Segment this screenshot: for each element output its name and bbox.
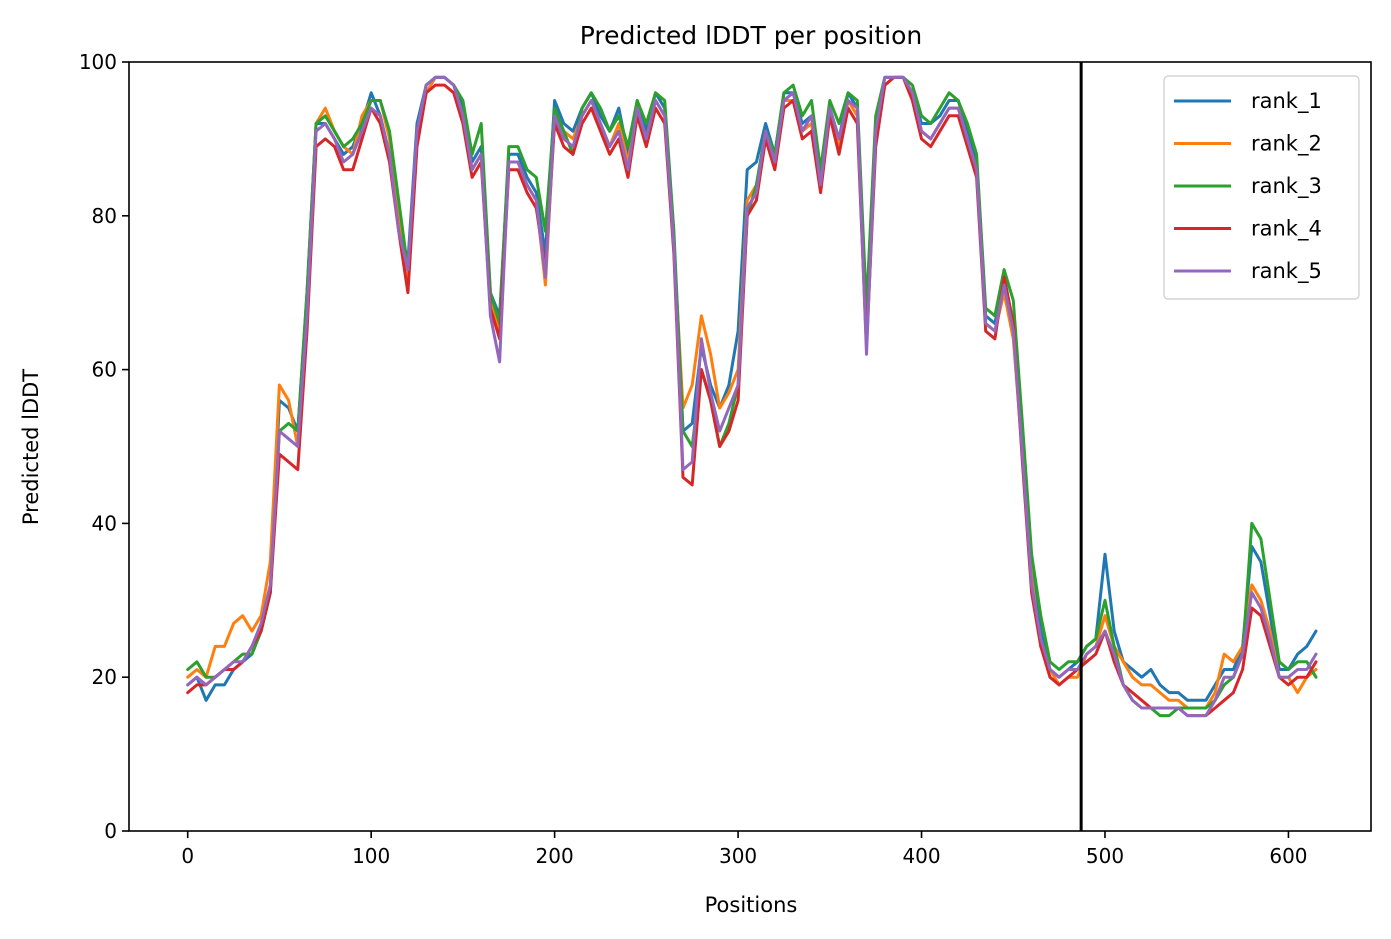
x-tick-label: 300	[719, 844, 757, 868]
y-tick-label: 0	[104, 819, 117, 843]
plot-frame	[128, 61, 1372, 832]
x-tick-label: 600	[1269, 844, 1307, 868]
series-line-rank_4	[186, 75, 1318, 718]
y-axis-title: Predicted lDDT	[19, 369, 43, 525]
legend-label-rank_3: rank_3	[1251, 174, 1322, 199]
y-tick-label: 20	[92, 665, 117, 689]
plot-lines	[186, 75, 1318, 718]
legend-label-rank_1: rank_1	[1251, 89, 1322, 114]
x-tick-label: 500	[1086, 844, 1124, 868]
chart-title: Predicted lDDT per position	[580, 21, 922, 50]
legend-label-rank_4: rank_4	[1251, 217, 1322, 242]
y-tick-label: 40	[92, 511, 117, 535]
y-tick-label: 100	[79, 50, 117, 74]
y-tick-label: 60	[92, 358, 117, 382]
x-axis-title: Positions	[705, 893, 798, 917]
x-tick-label: 100	[352, 844, 390, 868]
series-line-rank_1	[186, 75, 1318, 702]
y-tick-label: 80	[92, 204, 117, 228]
y-axis-ticks: 0 20 40 60 80 100	[79, 50, 129, 843]
x-tick-label: 200	[536, 844, 574, 868]
legend-label-rank_2: rank_2	[1251, 132, 1322, 157]
legend-box	[1163, 75, 1360, 300]
x-tick-label: 400	[902, 844, 940, 868]
legend-label-rank_5: rank_5	[1251, 259, 1322, 284]
legend: rank_1 rank_2 rank_3 rank_4 rank_5	[1163, 75, 1360, 300]
x-axis-ticks: 0 100 200 300 400 500 600	[181, 831, 1308, 868]
series-line-rank_5	[186, 75, 1318, 718]
x-tick-label: 0	[181, 844, 194, 868]
